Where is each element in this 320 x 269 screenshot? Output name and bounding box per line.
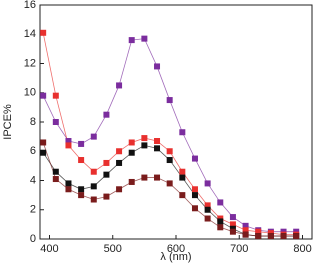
data-point: [128, 37, 135, 44]
data-point: [217, 224, 224, 231]
data-point: [141, 142, 148, 149]
y-tick-label: 6: [30, 145, 36, 157]
data-point: [191, 186, 198, 193]
data-point: [103, 159, 110, 166]
x-axis-label: λ (nm): [160, 251, 191, 263]
chart: IPCE% λ (nm) 0 2 4 6 8 10 12 14 16 400 500 600 700 80…: [2, 0, 313, 263]
data-point: [166, 180, 173, 187]
data-point: [229, 221, 236, 228]
data-point: [103, 111, 110, 118]
series-line: [42, 38, 297, 233]
data-point: [166, 97, 173, 104]
data-point: [179, 192, 186, 199]
series-line: [42, 32, 297, 236]
data-point: [40, 29, 47, 36]
data-point: [116, 186, 123, 193]
data-point: [128, 139, 135, 146]
data-point: [128, 178, 135, 185]
data-point: [52, 168, 59, 175]
y-tick-label: 12: [24, 57, 36, 69]
data-point: [90, 196, 97, 203]
data-point: [191, 205, 198, 212]
data-point: [217, 218, 224, 225]
data-point: [217, 199, 224, 206]
data-point: [128, 149, 135, 156]
data-point: [52, 92, 59, 99]
data-point: [280, 233, 287, 240]
y-tick-label: 10: [24, 87, 36, 99]
data-point: [191, 192, 198, 199]
data-point: [103, 171, 110, 178]
data-point: [141, 135, 148, 142]
data-point: [78, 186, 85, 193]
x-tick-label: 700: [230, 243, 248, 255]
data-point: [141, 35, 148, 42]
data-point: [154, 145, 161, 152]
data-point: [255, 228, 262, 235]
data-point: [166, 148, 173, 155]
data-point: [65, 186, 72, 193]
data-point: [154, 63, 161, 70]
data-point: [154, 138, 161, 145]
data-point: [293, 233, 300, 240]
data-point: [90, 133, 97, 140]
data-point: [65, 142, 72, 149]
data-point: [229, 228, 236, 235]
data-point: [116, 159, 123, 166]
data-point: [52, 119, 59, 125]
data-point: [116, 148, 123, 155]
data-point: [166, 157, 173, 164]
x-tick-label: 500: [104, 243, 122, 255]
data-point: [40, 149, 47, 156]
y-tick-label: 8: [30, 116, 36, 128]
data-point: [242, 231, 249, 238]
data-point: [267, 233, 274, 240]
data-point: [204, 180, 211, 187]
data-point: [40, 92, 47, 99]
y-axis-label: IPCE%: [2, 104, 14, 140]
data-point: [179, 174, 186, 181]
data-point: [229, 214, 236, 221]
data-point: [78, 157, 85, 164]
data-point: [52, 176, 59, 183]
data-point: [103, 193, 110, 200]
data-point: [242, 227, 249, 234]
data-point: [116, 82, 123, 89]
x-tick-label: 800: [293, 243, 311, 255]
data-point: [90, 168, 97, 175]
data-point: [179, 168, 186, 175]
data-point: [204, 202, 211, 209]
x-tick-label: 600: [167, 243, 185, 255]
x-tick-label: 400: [40, 243, 58, 255]
data-point: [191, 155, 198, 162]
data-point: [204, 206, 211, 213]
data-point: [179, 129, 186, 136]
plot-frame: [39, 4, 313, 240]
data-point: [90, 183, 97, 190]
y-tick-label: 2: [30, 204, 36, 216]
data-point: [242, 222, 249, 229]
y-tick-label: 4: [30, 174, 36, 186]
y-tick-label: 16: [24, 0, 36, 11]
data-point: [255, 233, 262, 240]
data-point: [141, 174, 148, 181]
y-tick-label: 0: [30, 233, 36, 245]
data-point: [204, 215, 211, 222]
y-tick-label: 14: [24, 28, 36, 40]
data-point: [78, 192, 85, 199]
data-point: [78, 140, 85, 147]
data-point: [40, 139, 47, 146]
data-point: [154, 174, 161, 181]
data-point: [65, 138, 72, 145]
data-point: [65, 180, 72, 187]
